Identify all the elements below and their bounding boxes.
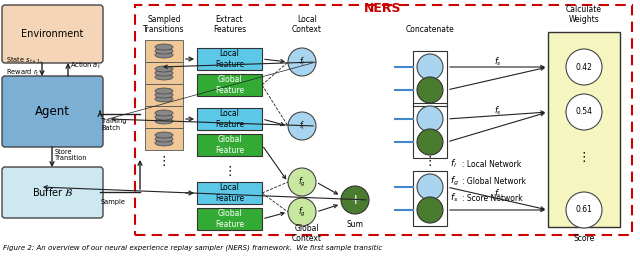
Ellipse shape bbox=[155, 114, 173, 120]
Text: Sampled
Transitions: Sampled Transitions bbox=[143, 15, 185, 34]
Ellipse shape bbox=[155, 92, 173, 98]
Text: $f_l$: $f_l$ bbox=[299, 120, 305, 132]
Circle shape bbox=[417, 77, 443, 103]
Text: ⋮: ⋮ bbox=[223, 166, 236, 178]
Text: $f_s$: $f_s$ bbox=[450, 192, 458, 205]
Ellipse shape bbox=[155, 136, 173, 142]
Circle shape bbox=[566, 94, 602, 130]
Bar bbox=[197, 208, 262, 230]
Text: Environment: Environment bbox=[21, 29, 84, 39]
Ellipse shape bbox=[155, 140, 173, 146]
Text: Score: Score bbox=[573, 234, 595, 243]
Bar bbox=[145, 40, 183, 62]
Text: $f_g$: $f_g$ bbox=[298, 205, 306, 219]
Bar bbox=[197, 48, 262, 70]
Ellipse shape bbox=[155, 70, 173, 76]
Text: $f_l$: $f_l$ bbox=[450, 158, 457, 171]
Text: Local
Context: Local Context bbox=[292, 15, 322, 34]
Text: Global
Feature: Global Feature bbox=[215, 135, 244, 155]
Circle shape bbox=[341, 186, 369, 214]
Text: $f_l$: $f_l$ bbox=[299, 56, 305, 68]
Text: 0.61: 0.61 bbox=[575, 205, 593, 215]
Text: Training
Batch: Training Batch bbox=[101, 118, 127, 132]
Text: : Score Network: : Score Network bbox=[462, 194, 523, 203]
Text: Global
Feature: Global Feature bbox=[215, 209, 244, 229]
Text: Sum: Sum bbox=[346, 220, 364, 229]
Text: Store
Transition: Store Transition bbox=[55, 149, 88, 161]
Text: +: + bbox=[349, 193, 361, 207]
Ellipse shape bbox=[155, 118, 173, 124]
Text: Global
Feature: Global Feature bbox=[215, 75, 244, 95]
Bar bbox=[145, 106, 183, 128]
Ellipse shape bbox=[155, 66, 173, 72]
Text: Local
Feature: Local Feature bbox=[215, 109, 244, 129]
Circle shape bbox=[288, 168, 316, 196]
Text: Global
Context: Global Context bbox=[292, 224, 322, 243]
Ellipse shape bbox=[155, 110, 173, 116]
Text: Extract
Features: Extract Features bbox=[213, 15, 246, 34]
Bar bbox=[413, 171, 447, 226]
Text: $f_s$: $f_s$ bbox=[493, 56, 502, 68]
FancyBboxPatch shape bbox=[2, 167, 103, 218]
Circle shape bbox=[417, 54, 443, 80]
Text: NERS: NERS bbox=[364, 2, 402, 15]
Circle shape bbox=[417, 106, 443, 132]
Ellipse shape bbox=[155, 48, 173, 54]
Text: Calculate
Weights: Calculate Weights bbox=[566, 5, 602, 24]
Bar bbox=[548, 32, 620, 227]
Text: Sample: Sample bbox=[101, 199, 126, 205]
Ellipse shape bbox=[155, 88, 173, 94]
Text: $f_g$: $f_g$ bbox=[450, 175, 459, 188]
Circle shape bbox=[288, 48, 316, 76]
Text: 0.54: 0.54 bbox=[575, 107, 593, 117]
Circle shape bbox=[288, 112, 316, 140]
Text: State $s_{t+1}$,
Reward $r_t$: State $s_{t+1}$, Reward $r_t$ bbox=[6, 56, 43, 78]
Bar bbox=[145, 84, 183, 106]
Bar bbox=[197, 182, 262, 204]
Bar bbox=[197, 74, 262, 96]
Circle shape bbox=[417, 197, 443, 223]
Text: Figure 2: An overview of our neural experience replay sampler (NERS) framework. : Figure 2: An overview of our neural expe… bbox=[3, 244, 382, 251]
Text: Concatenate: Concatenate bbox=[406, 25, 454, 34]
Text: : Local Network: : Local Network bbox=[462, 160, 521, 169]
Ellipse shape bbox=[155, 52, 173, 58]
FancyBboxPatch shape bbox=[2, 76, 103, 147]
Ellipse shape bbox=[155, 44, 173, 50]
Circle shape bbox=[417, 174, 443, 200]
Bar bbox=[197, 108, 262, 130]
Text: ⋮: ⋮ bbox=[424, 156, 436, 168]
Bar bbox=[413, 103, 447, 158]
FancyBboxPatch shape bbox=[2, 5, 103, 63]
Text: ⋮: ⋮ bbox=[578, 150, 590, 163]
Text: $f_s$: $f_s$ bbox=[493, 104, 502, 117]
Text: Local
Feature: Local Feature bbox=[215, 49, 244, 69]
Text: ⋮: ⋮ bbox=[157, 156, 170, 168]
Ellipse shape bbox=[155, 96, 173, 102]
Text: $f_s$: $f_s$ bbox=[493, 187, 502, 200]
Text: Agent: Agent bbox=[35, 105, 70, 118]
Circle shape bbox=[566, 192, 602, 228]
Bar bbox=[413, 51, 447, 106]
Circle shape bbox=[288, 198, 316, 226]
Text: Buffer $\mathcal{B}$: Buffer $\mathcal{B}$ bbox=[31, 187, 74, 199]
Circle shape bbox=[566, 49, 602, 85]
Text: : Global Network: : Global Network bbox=[462, 177, 526, 186]
Text: $f_g$: $f_g$ bbox=[298, 176, 306, 189]
Circle shape bbox=[417, 129, 443, 155]
Bar bbox=[145, 62, 183, 84]
Ellipse shape bbox=[155, 132, 173, 138]
Bar bbox=[135, 5, 632, 235]
Text: Action $a_t$: Action $a_t$ bbox=[70, 61, 101, 71]
Text: Local
Feature: Local Feature bbox=[215, 183, 244, 203]
Bar bbox=[197, 134, 262, 156]
Bar bbox=[145, 128, 183, 150]
Text: 0.42: 0.42 bbox=[575, 63, 593, 72]
Ellipse shape bbox=[155, 74, 173, 80]
